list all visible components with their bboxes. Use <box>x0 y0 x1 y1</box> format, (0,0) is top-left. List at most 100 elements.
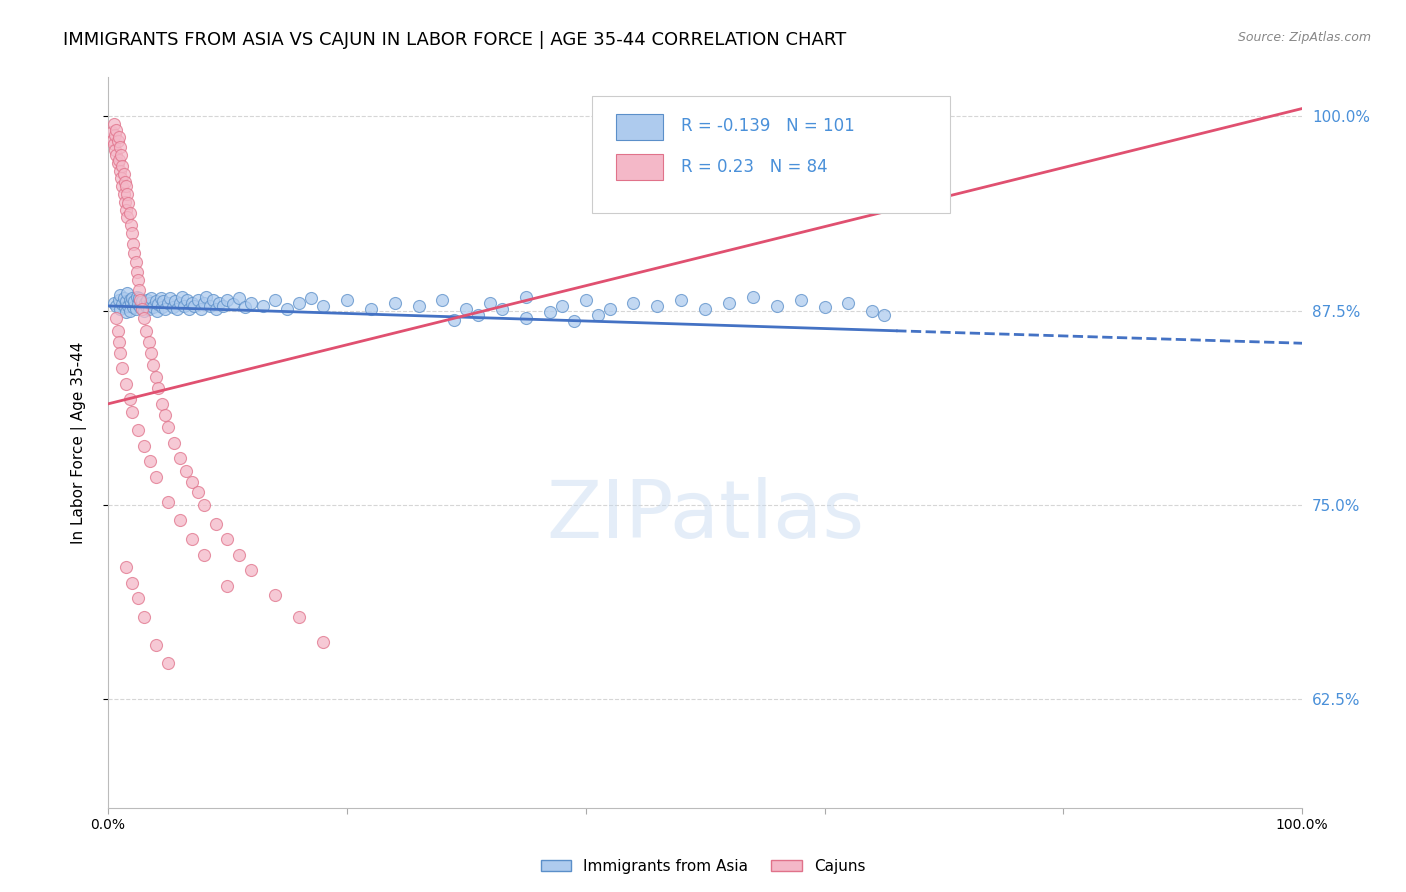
Point <box>837 295 859 310</box>
Point <box>443 313 465 327</box>
Point <box>148 297 170 311</box>
Point <box>120 295 142 310</box>
Point <box>198 299 221 313</box>
Point <box>145 370 167 384</box>
Point <box>136 293 159 307</box>
Point <box>127 591 149 606</box>
Point <box>467 308 489 322</box>
Point <box>131 294 153 309</box>
Point <box>111 361 134 376</box>
Text: R = -0.139   N = 101: R = -0.139 N = 101 <box>682 118 855 136</box>
Point <box>432 293 454 307</box>
Point <box>172 290 194 304</box>
Point <box>108 334 131 349</box>
Point <box>111 159 134 173</box>
Point <box>789 293 811 307</box>
Point <box>288 295 311 310</box>
Point <box>118 392 141 407</box>
Point <box>115 202 138 217</box>
Point <box>813 301 835 315</box>
Point <box>741 290 763 304</box>
Point <box>112 167 135 181</box>
Point <box>195 290 218 304</box>
Point <box>456 301 478 316</box>
Point <box>105 148 128 162</box>
Legend: Immigrants from Asia, Cajuns: Immigrants from Asia, Cajuns <box>534 853 872 880</box>
Point <box>124 246 146 260</box>
Point <box>131 301 153 316</box>
Point <box>125 265 148 279</box>
Point <box>166 301 188 316</box>
Point <box>169 451 191 466</box>
Point <box>124 255 146 269</box>
Point <box>156 420 179 434</box>
FancyBboxPatch shape <box>592 95 950 212</box>
Point <box>156 295 179 310</box>
Point <box>118 293 141 307</box>
Point <box>115 179 138 194</box>
Point <box>384 295 406 310</box>
Point <box>204 516 226 531</box>
Point <box>103 137 125 152</box>
Point <box>112 291 135 305</box>
Point <box>139 454 162 468</box>
Point <box>121 226 143 240</box>
Point <box>162 301 184 315</box>
Point <box>336 293 359 307</box>
Point <box>105 123 128 137</box>
Point <box>150 301 173 315</box>
Point <box>217 532 239 546</box>
Point <box>180 475 202 489</box>
Point <box>264 293 287 307</box>
Point <box>139 291 162 305</box>
Point <box>105 299 128 313</box>
Point <box>142 301 165 315</box>
Point <box>121 404 143 418</box>
Point <box>120 218 142 232</box>
Point <box>408 299 430 313</box>
Point <box>695 301 717 316</box>
Point <box>228 291 250 305</box>
Point <box>122 301 145 315</box>
Point <box>228 548 250 562</box>
Point <box>491 301 513 316</box>
Y-axis label: In Labor Force | Age 35-44: In Labor Force | Age 35-44 <box>72 342 87 544</box>
Point <box>187 485 209 500</box>
Point <box>575 293 598 307</box>
Point <box>128 284 150 298</box>
Point <box>138 334 160 349</box>
Point <box>155 408 177 422</box>
Point <box>152 294 174 309</box>
Point <box>145 638 167 652</box>
Point <box>132 303 155 318</box>
Point <box>193 498 215 512</box>
Point <box>299 291 322 305</box>
Point <box>163 435 186 450</box>
Point <box>111 179 134 194</box>
Point <box>204 301 226 316</box>
Point <box>108 288 131 302</box>
Point <box>125 290 148 304</box>
Point <box>169 295 191 310</box>
Point <box>148 381 170 395</box>
Point <box>112 187 135 202</box>
Point <box>174 464 197 478</box>
Text: R = 0.23   N = 84: R = 0.23 N = 84 <box>682 158 828 176</box>
Point <box>104 144 127 158</box>
Point <box>187 293 209 307</box>
Text: Source: ZipAtlas.com: Source: ZipAtlas.com <box>1237 31 1371 45</box>
FancyBboxPatch shape <box>616 154 664 179</box>
Point <box>114 301 136 315</box>
Point <box>159 291 181 305</box>
Point <box>208 295 231 310</box>
Point <box>134 295 156 310</box>
Point <box>104 128 127 142</box>
Point <box>222 297 245 311</box>
Point <box>202 293 225 307</box>
Point <box>107 156 129 170</box>
Point <box>107 324 129 338</box>
Point <box>515 311 537 326</box>
Point <box>124 301 146 316</box>
Point <box>718 295 741 310</box>
Point <box>551 299 574 313</box>
